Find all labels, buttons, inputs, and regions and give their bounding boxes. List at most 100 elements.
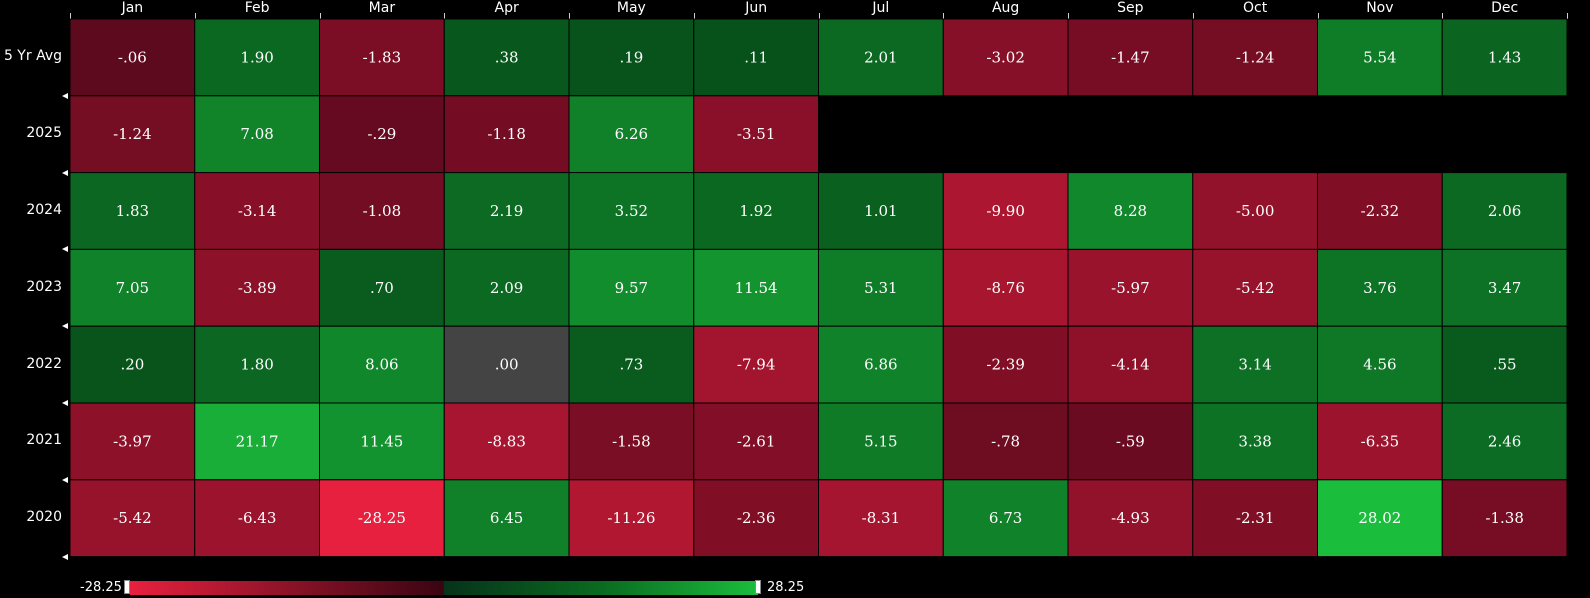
heatmap-cell[interactable]	[693, 402, 819, 481]
heatmap-cell[interactable]	[1441, 18, 1568, 97]
row-marker[interactable]	[62, 92, 68, 99]
heatmap-cell[interactable]	[1317, 248, 1443, 327]
heatmap-cell[interactable]	[69, 18, 196, 97]
heatmap-cell[interactable]	[443, 95, 570, 174]
heatmap-cell[interactable]	[568, 95, 695, 174]
heatmap-cell[interactable]	[1441, 479, 1568, 558]
heatmap-cell[interactable]	[693, 95, 819, 174]
heatmap-cell[interactable]	[942, 402, 1069, 481]
heatmap-cell[interactable]	[818, 248, 944, 327]
heatmap-cell[interactable]	[443, 325, 570, 404]
heatmap-cell[interactable]	[1192, 248, 1318, 327]
cell-value: 1.83	[116, 202, 149, 220]
heatmap-cell[interactable]	[1067, 18, 1194, 97]
heatmap-cell[interactable]	[1317, 479, 1443, 558]
heatmap-cell[interactable]	[942, 325, 1069, 404]
heatmap-cell[interactable]	[319, 479, 445, 558]
row-marker[interactable]	[62, 246, 68, 253]
cell-value: -1.83	[363, 48, 401, 66]
row-marker[interactable]	[62, 553, 68, 560]
row-label-2025: 2025	[26, 125, 62, 142]
heatmap-cell[interactable]	[443, 18, 570, 97]
cell-value: -5.00	[1236, 202, 1274, 220]
heatmap-cell[interactable]	[942, 18, 1069, 97]
row-marker[interactable]	[62, 169, 68, 176]
heatmap-cell[interactable]	[319, 248, 445, 327]
cell-value: 1.01	[864, 202, 897, 220]
heatmap-cell[interactable]	[1192, 402, 1318, 481]
heatmap-cell[interactable]	[69, 248, 196, 327]
heatmap-cell[interactable]	[194, 248, 320, 327]
heatmap-cell[interactable]	[1067, 172, 1194, 250]
heatmap-cell[interactable]	[1441, 248, 1568, 327]
heatmap-cell[interactable]	[69, 95, 196, 174]
cell-value: -3.89	[238, 279, 276, 297]
cell-value: 3.47	[1488, 279, 1521, 297]
cell-value: -6.35	[1361, 432, 1399, 450]
heatmap-cell[interactable]	[693, 325, 819, 404]
heatmap-cell[interactable]	[942, 172, 1069, 250]
column-header-separator	[1192, 13, 1194, 19]
heatmap-cell[interactable]	[1192, 18, 1318, 97]
heatmap-cell[interactable]	[942, 479, 1069, 558]
legend-min-handle[interactable]	[124, 580, 130, 594]
heatmap-cell[interactable]	[568, 402, 695, 481]
cell-value: 1.90	[240, 48, 273, 66]
heatmap-cell[interactable]	[1067, 479, 1194, 558]
heatmap-cell[interactable]	[1192, 172, 1318, 250]
heatmap-cell[interactable]	[1317, 325, 1443, 404]
heatmap-cell[interactable]	[693, 248, 819, 327]
heatmap-cell[interactable]	[1317, 402, 1443, 481]
heatmap-cell[interactable]	[1441, 402, 1568, 481]
cell-value: .00	[495, 356, 519, 374]
heatmap-cell[interactable]	[69, 402, 196, 481]
cell-value: .11	[744, 48, 768, 66]
heatmap-cell[interactable]	[194, 172, 320, 250]
heatmap-cell[interactable]	[443, 172, 570, 250]
cell-value: 21.17	[236, 432, 279, 450]
row-label-2023: 2023	[26, 278, 62, 295]
heatmap-cell[interactable]	[942, 248, 1069, 327]
heatmap-cell[interactable]	[1192, 325, 1318, 404]
cell-value: -8.76	[986, 279, 1024, 297]
row-marker[interactable]	[62, 323, 68, 330]
column-header-jan: Jan	[121, 0, 144, 16]
heatmap-cell[interactable]	[443, 479, 570, 558]
legend-max-handle[interactable]	[755, 580, 761, 594]
heatmap-cell[interactable]	[818, 479, 944, 558]
column-header-sep: Sep	[1117, 0, 1144, 16]
heatmap-cell[interactable]	[69, 479, 196, 558]
row-marker[interactable]	[62, 476, 68, 483]
row-label-2021: 2021	[26, 432, 62, 449]
heatmap-cell[interactable]	[818, 172, 944, 250]
heatmap-cell[interactable]	[568, 325, 695, 404]
heatmap-cell[interactable]	[1317, 18, 1443, 97]
cell-value: 5.31	[864, 279, 897, 297]
heatmap-cell[interactable]	[1067, 325, 1194, 404]
heatmap-cell[interactable]	[319, 325, 445, 404]
cell-value: -4.14	[1111, 356, 1149, 374]
heatmap-cell[interactable]	[1067, 248, 1194, 327]
heatmap-cell[interactable]	[319, 402, 445, 481]
heatmap-cell[interactable]	[568, 479, 695, 558]
heatmap-grid: -.06 1.90 -1.83 .38 .19 .11 2.01 -3.02 -1.47 -1.2…	[69, 18, 1568, 558]
column-header-separator	[569, 13, 570, 19]
heatmap-cell[interactable]	[194, 325, 320, 404]
column-header-separator	[444, 13, 446, 19]
heatmap-cell[interactable]	[69, 172, 196, 250]
heatmap-cell[interactable]	[818, 402, 944, 481]
cell-value: 9.57	[615, 279, 648, 297]
row-marker[interactable]	[62, 400, 68, 406]
cell-value: -.78	[991, 432, 1020, 450]
column-header: Jan Feb Mar Apr May Jun Jul Aug Sep Oct Nov Dec	[70, 0, 1586, 20]
heatmap-cell[interactable]	[568, 18, 695, 97]
heatmap-cell[interactable]	[693, 18, 819, 97]
cell-value: -1.47	[1111, 48, 1149, 66]
heatmap-cell[interactable]	[818, 18, 944, 97]
heatmap-cell[interactable]	[693, 479, 819, 558]
legend-min-label: -28.25	[80, 580, 122, 595]
cell-value: .20	[120, 356, 144, 374]
heatmap-cell[interactable]	[194, 479, 320, 558]
row-labels: 5 Yr Avg 2025 2024 2023 2022 2021 2020	[0, 18, 70, 568]
heatmap-cell[interactable]	[194, 95, 320, 174]
